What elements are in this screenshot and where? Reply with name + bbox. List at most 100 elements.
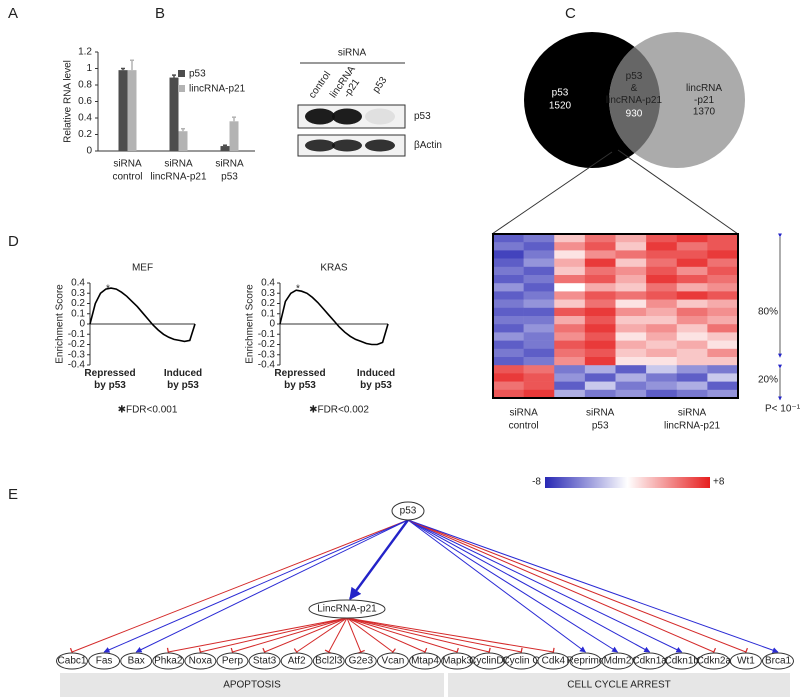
y-axis-label: Enrichment Score [245,284,256,364]
y-tick-label: 0.3 [261,288,275,299]
y-tick-label: 0 [269,319,275,330]
venn-overlap [609,32,660,168]
heatmap-cell [707,234,739,243]
zoom-line [491,151,613,235]
leaf-label: Cdkn2a [697,656,732,667]
y-tick-label: 1 [86,63,92,74]
leaf-node [312,652,345,670]
leaf-label: CyclinD2 [469,656,509,667]
edge [262,617,348,657]
y-tick-label: 0.4 [71,278,85,289]
blot-band [332,108,362,125]
heatmap-cell [523,283,555,292]
heatmap-cell [615,242,647,251]
leaf-label: G2e3 [349,656,374,667]
peak-marker: * [106,284,110,295]
leaf-label: Cyclin G [502,656,540,667]
column-label: siRNA lincRNA-p21 [664,407,721,431]
chart-title: KRAS [320,263,348,274]
heatmap-cell [523,365,555,374]
heatmap-cell [584,275,616,284]
heatmap-cell [584,242,616,251]
heatmap-cell [554,250,586,259]
heatmap-cell [523,234,555,243]
heatmap-cell [676,365,708,374]
blot-band [365,108,395,125]
panel-label: D [8,233,19,250]
left-label: Repressed by p53 [274,368,325,391]
heatmap-cell [523,340,555,350]
heatmap-cell [523,381,555,391]
heatmap-cell [615,234,647,243]
leaf-node [152,652,185,670]
heatmap-cell [707,340,739,350]
heatmap-cell [676,324,708,333]
edge [293,617,348,656]
y-tick-label: -0.2 [258,339,276,350]
blot-title: siRNA [338,48,367,59]
heatmap-cell [615,365,647,374]
y-tick-label: 0.4 [78,113,92,124]
leaf-label: Fas [96,656,113,667]
leaf-label: Mtap4 [411,656,439,667]
enrichment-curve [279,289,389,346]
heatmap-cell [493,258,524,268]
leaf-label: Cdkn1b [664,656,699,667]
heatmap-cell [615,258,647,268]
heatmap-cell [646,324,678,333]
heatmap-cell [554,348,586,358]
blot-band [305,108,335,125]
venn-center-label: p53 & lincRNA-p21 [606,71,663,106]
venn-left-count: 1520 [549,101,572,112]
heatmap-cell [707,307,739,317]
segment-label: 80% [758,307,778,318]
heatmap-cell [493,234,524,243]
y-tick-label: 0.8 [78,80,92,91]
y-tick-label: 1.2 [78,47,92,58]
heatmap-cell [615,381,647,391]
node-label: LincRNA-p21 [317,604,377,615]
bar [127,70,137,151]
heatmap-cell [707,275,739,284]
heatmap-cell [615,316,647,325]
heatmap-cell [554,324,586,333]
heatmap-cell [676,348,708,358]
leaf-node [120,652,153,670]
leaf-label: Reprimo [567,656,605,667]
leaf-node [601,652,634,670]
y-tick-label: 0.6 [78,96,92,107]
heatmap-cell [584,357,616,366]
edge [135,519,409,653]
leaf-label: Cabc1 [58,656,87,667]
node-label: p53 [400,506,417,517]
heatmap-cell [615,307,647,317]
heatmap-cell [584,316,616,325]
heatmap-cell [646,275,678,284]
heatmap-cell [584,324,616,333]
edge [230,617,348,657]
y-tick-label: -0.4 [68,360,86,371]
heatmap-cell [523,250,555,259]
lane-label: control [307,70,333,101]
y-tick-label: 0.4 [261,278,275,289]
heatmap-cell [554,389,586,399]
blot-band [332,139,362,152]
heatmap-cell [646,266,678,276]
heatmap-cell [615,275,647,284]
leaf-node [280,652,313,670]
heatmap-cell [707,291,739,300]
node [308,599,386,619]
heatmap-cell [676,381,708,391]
peak-marker: * [296,284,300,295]
edge [407,519,651,653]
heatmap-cell [584,258,616,268]
edge [324,617,348,655]
heatmap-cell [554,357,586,366]
left-label: Repressed by p53 [84,368,135,391]
edge [407,519,717,657]
leaf-label: Cdk4 [542,656,566,667]
heatmap-cell [584,266,616,276]
right-label: Induced by p53 [164,368,202,391]
